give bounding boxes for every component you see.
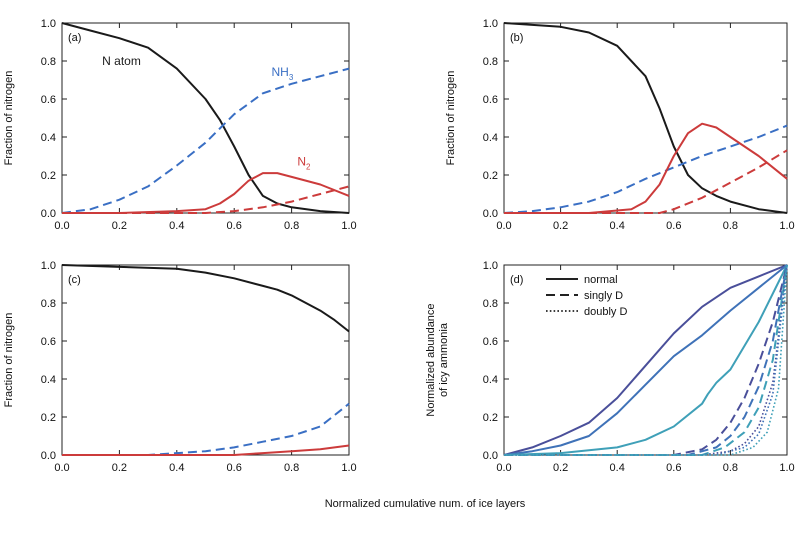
panel-label: (d) bbox=[510, 274, 523, 286]
plot-frame bbox=[61, 22, 350, 214]
x-tick-label: 0.0 bbox=[496, 220, 511, 232]
series-line bbox=[504, 264, 788, 456]
panel-c: 0.0 0.2 0.4 0.6 0.8 1.0 0.0 0.2 0.4 0.6 0.8 1.0 Frac… bbox=[3, 260, 357, 474]
y-axis-label: Fraction of nitrogen bbox=[445, 71, 457, 166]
y-tick-label: 0.6 bbox=[483, 336, 498, 348]
y-tick-label: 0.0 bbox=[41, 208, 56, 220]
x-tick-label: 1.0 bbox=[779, 220, 794, 232]
series-line bbox=[503, 264, 788, 456]
panel-a: 0.0 0.2 0.4 0.6 0.8 1.0 0.0 0.2 0.4 0.6 0.8 1.0 Frac… bbox=[3, 18, 357, 232]
legend-label: singly D bbox=[584, 290, 623, 302]
panel-label: (b) bbox=[510, 32, 523, 44]
panel-label: (a) bbox=[68, 32, 81, 44]
y-axis-label: Normalized abundance bbox=[425, 303, 437, 416]
plot-frame bbox=[61, 264, 350, 456]
panel-b: 0.0 0.2 0.4 0.6 0.8 1.0 0.0 0.2 0.4 0.6 0.8 1.0 Frac… bbox=[445, 18, 795, 232]
plot-frame bbox=[503, 22, 788, 214]
series-line bbox=[504, 264, 788, 456]
series-annotation: N atom bbox=[102, 54, 141, 68]
series-line bbox=[61, 67, 350, 214]
y-tick-label: 1.0 bbox=[483, 18, 498, 30]
x-tick-label: 0.8 bbox=[723, 462, 738, 474]
legend-label: doubly D bbox=[584, 306, 627, 318]
x-tick-label: 0.4 bbox=[169, 462, 184, 474]
series-line bbox=[62, 444, 350, 456]
x-tick-label: 0.8 bbox=[284, 462, 299, 474]
y-tick-label: 0.6 bbox=[483, 94, 498, 106]
x-tick-label: 1.0 bbox=[779, 462, 794, 474]
x-tick-label: 0.2 bbox=[553, 462, 568, 474]
y-axis-label: Fraction of nitrogen bbox=[3, 71, 15, 166]
x-tick-label: 0.6 bbox=[666, 220, 681, 232]
y-tick-label: 0.6 bbox=[41, 336, 56, 348]
series-line bbox=[62, 185, 350, 214]
shared-x-axis-label: Normalized cumulative num. of ice layers bbox=[325, 498, 526, 510]
x-tick-label: 0.0 bbox=[54, 220, 69, 232]
series-line bbox=[62, 172, 350, 214]
x-tick-label: 0.6 bbox=[227, 462, 242, 474]
series-line bbox=[61, 264, 350, 333]
y-tick-label: 0.2 bbox=[41, 412, 56, 424]
series-line bbox=[504, 264, 788, 456]
y-tick-label: 0.4 bbox=[41, 132, 56, 144]
series-line bbox=[503, 124, 788, 214]
series-annotation: N2 bbox=[297, 155, 311, 172]
series-line bbox=[504, 122, 788, 214]
plot-frame bbox=[503, 264, 788, 456]
y-axis-label: Fraction of nitrogen bbox=[3, 313, 15, 408]
y-tick-label: 0.0 bbox=[483, 450, 498, 462]
series-line bbox=[504, 264, 788, 456]
y-tick-label: 0.0 bbox=[41, 450, 56, 462]
y-tick-label: 0.8 bbox=[483, 298, 498, 310]
x-tick-label: 0.2 bbox=[112, 462, 127, 474]
x-tick-label: 0.2 bbox=[112, 220, 127, 232]
series-line bbox=[503, 22, 788, 214]
series-line bbox=[504, 264, 788, 456]
series-line bbox=[61, 22, 350, 214]
panel-d: 0.0 0.2 0.4 0.6 0.8 1.0 0.0 0.2 0.4 0.6 0.8 1.0 Norm… bbox=[425, 260, 795, 474]
series-line bbox=[503, 264, 788, 456]
x-tick-label: 1.0 bbox=[341, 220, 356, 232]
x-tick-label: 0.6 bbox=[666, 462, 681, 474]
series-line bbox=[62, 402, 350, 456]
y-tick-label: 0.4 bbox=[483, 374, 498, 386]
x-tick-label: 0.0 bbox=[496, 462, 511, 474]
x-tick-label: 0.2 bbox=[553, 220, 568, 232]
y-tick-label: 1.0 bbox=[483, 260, 498, 272]
series-annotation: NH3 bbox=[272, 65, 294, 82]
y-tick-label: 0.4 bbox=[483, 132, 498, 144]
y-tick-label: 0.8 bbox=[483, 56, 498, 68]
y-tick-label: 0.8 bbox=[41, 56, 56, 68]
x-tick-label: 0.4 bbox=[610, 220, 625, 232]
y-axis-label-line2: of icy ammonia bbox=[438, 322, 450, 397]
y-tick-label: 0.6 bbox=[41, 94, 56, 106]
x-tick-label: 0.0 bbox=[54, 462, 69, 474]
x-tick-label: 0.8 bbox=[723, 220, 738, 232]
series-line bbox=[503, 264, 788, 456]
y-tick-label: 1.0 bbox=[41, 260, 56, 272]
panel-label: (c) bbox=[68, 274, 81, 286]
y-tick-label: 0.8 bbox=[41, 298, 56, 310]
y-tick-label: 1.0 bbox=[41, 18, 56, 30]
y-tick-label: 0.2 bbox=[483, 170, 498, 182]
y-tick-label: 0.0 bbox=[483, 208, 498, 220]
y-tick-label: 0.2 bbox=[483, 412, 498, 424]
x-tick-label: 0.4 bbox=[169, 220, 184, 232]
series-line bbox=[504, 264, 788, 456]
x-tick-label: 1.0 bbox=[341, 462, 356, 474]
series-line bbox=[504, 149, 788, 214]
legend-label: normal bbox=[584, 274, 618, 286]
y-tick-label: 0.4 bbox=[41, 374, 56, 386]
x-tick-label: 0.8 bbox=[284, 220, 299, 232]
y-tick-label: 0.2 bbox=[41, 170, 56, 182]
x-tick-label: 0.6 bbox=[227, 220, 242, 232]
x-tick-label: 0.4 bbox=[610, 462, 625, 474]
